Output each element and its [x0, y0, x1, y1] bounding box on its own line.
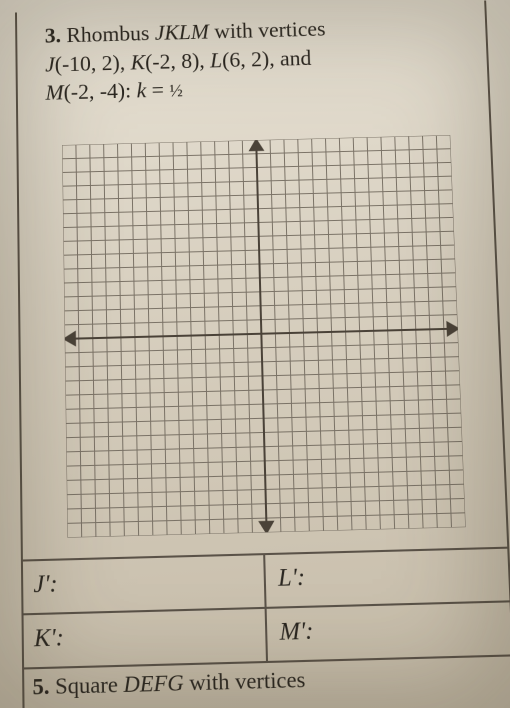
grid-svg: [62, 135, 466, 538]
vertex-M-coords: (-2, -4): [63, 79, 125, 105]
vertex-M-label: M: [45, 80, 63, 105]
problem-prefix: Rhombus: [66, 21, 155, 47]
scale-prefix: :: [125, 78, 137, 103]
vertex-L-label: L: [210, 48, 223, 72]
problem-statement: 3. Rhombus JKLM with vertices J(-10, 2),…: [45, 10, 481, 107]
next-problem-suffix: with vertices: [183, 666, 305, 695]
next-shape-name: DEFG: [123, 669, 184, 697]
problem-mid: with vertices: [209, 16, 326, 43]
scale-value: ½: [169, 81, 183, 101]
next-problem-number: 5.: [32, 673, 49, 700]
answer-cell-K: K':: [21, 609, 268, 670]
scale-eq: =: [146, 78, 170, 103]
next-problem-prefix: Square: [49, 671, 123, 699]
vertex-K-coords: (-2, 8): [145, 48, 200, 74]
answer-cell-M: M':: [267, 602, 510, 663]
vertex-J-label: J: [45, 52, 55, 76]
answer-cell-L: L':: [265, 549, 510, 609]
answer-table: J': L': K': M':: [21, 547, 510, 670]
coordinate-grid: [62, 135, 466, 538]
answer-cell-J: J':: [21, 555, 267, 615]
problem-number: 3.: [45, 23, 62, 47]
sep-L: , and: [269, 45, 312, 70]
sep-J: ,: [120, 50, 131, 74]
vertex-L-coords: (6, 2): [222, 46, 270, 71]
vertex-K-label: K: [130, 49, 145, 74]
scale-var: k: [136, 78, 146, 102]
vertex-J-coords: (-10, 2): [55, 50, 120, 76]
shape-name: JKLM: [155, 19, 210, 44]
